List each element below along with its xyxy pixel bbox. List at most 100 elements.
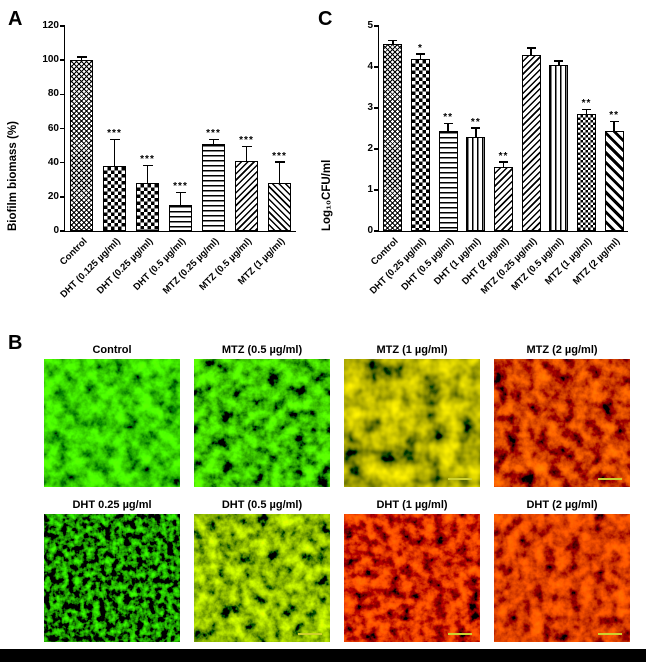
micrograph-label: MTZ (2 µg/ml) — [526, 344, 598, 356]
error-bar-cap — [526, 47, 536, 49]
scale-bar — [598, 478, 622, 480]
y-tick-mark — [60, 230, 65, 232]
scale-bar — [298, 633, 322, 635]
micrograph — [494, 359, 630, 487]
micrograph-tile: DHT (0.5 µg/ml) — [194, 499, 330, 642]
micrograph — [194, 514, 330, 642]
error-bar — [212, 140, 215, 144]
y-tick-mark — [374, 230, 379, 232]
micrograph-tile: DHT (2 µg/ml) — [494, 499, 630, 642]
significance-label: *** — [140, 154, 155, 166]
y-tick-label: 5 — [367, 20, 373, 31]
bar — [268, 183, 291, 231]
scale-bar — [598, 633, 622, 635]
x-axis-label: Control — [57, 236, 90, 268]
error-bar-cap — [76, 56, 87, 58]
y-tick-mark — [374, 25, 379, 27]
y-tick-label: 1 — [367, 184, 373, 195]
error-bar-cap — [142, 164, 153, 167]
micrograph-tile: Control — [44, 344, 180, 487]
micrograph-label: DHT (1 µg/ml) — [376, 499, 448, 511]
bar — [70, 60, 93, 231]
error-bar-cap — [388, 39, 398, 42]
error-bar-cap — [416, 53, 425, 55]
bar — [604, 130, 624, 231]
micrograph-image — [494, 359, 630, 487]
bar — [202, 143, 225, 231]
error-bar — [278, 162, 281, 184]
y-axis-title: Log₁₀CFU/ml — [321, 159, 333, 231]
bar — [521, 54, 541, 231]
error-bar-cap — [274, 161, 285, 163]
micrograph-label: DHT 0.25 µg/ml — [72, 499, 152, 511]
panel-b-letter: B — [8, 332, 23, 354]
error-bar-cap — [554, 60, 564, 62]
micrograph-label: Control — [92, 344, 132, 356]
error-bar-cap — [443, 122, 453, 125]
micrograph-label: DHT (2 µg/ml) — [526, 499, 598, 511]
micrograph-label: DHT (0.5 µg/ml) — [221, 499, 303, 511]
bar — [411, 58, 430, 231]
bar — [136, 183, 159, 231]
micrograph-image — [344, 359, 480, 487]
error-bar — [113, 140, 116, 167]
panel-c-letter: C — [318, 8, 333, 30]
x-axis-label: DHT (0.125 µg/ml) — [57, 236, 123, 301]
error-bar — [530, 48, 532, 55]
significance-label: *** — [107, 128, 122, 140]
micrograph — [44, 359, 180, 487]
significance-label: *** — [173, 181, 188, 193]
bar — [235, 160, 258, 231]
micrograph-image — [44, 359, 180, 487]
y-tick-mark — [374, 66, 379, 68]
y-tick-label: 0 — [53, 225, 59, 236]
error-bar — [585, 110, 588, 115]
error-bar-cap — [471, 127, 481, 129]
micrograph-grid: Control MTZ (0.5 µg/ml) MTZ (1 µg/ml) MTZ (… — [44, 344, 630, 642]
y-tick-mark — [60, 127, 65, 130]
error-bar — [392, 41, 394, 45]
y-tick-mark — [60, 93, 65, 96]
micrograph — [344, 359, 480, 487]
error-bar — [475, 128, 477, 137]
error-bar — [146, 166, 149, 184]
error-bar-cap — [175, 191, 186, 194]
error-bar — [245, 147, 248, 161]
y-tick-mark — [60, 25, 65, 27]
error-bar — [447, 124, 449, 131]
micrograph-label: MTZ (0.5 µg/ml) — [221, 344, 303, 356]
y-tick-mark — [374, 148, 379, 150]
y-tick-mark — [60, 59, 65, 61]
scale-bar — [448, 478, 472, 480]
error-bar — [80, 57, 83, 61]
micrograph-image — [44, 514, 180, 642]
bar — [494, 167, 513, 231]
micrograph-tile: DHT (1 µg/ml) — [344, 499, 480, 642]
y-tick-label: 120 — [42, 20, 59, 31]
micrograph — [344, 514, 480, 642]
micrograph-tile: DHT 0.25 µg/ml — [44, 499, 180, 642]
bar — [103, 166, 126, 231]
micrograph-tile: MTZ (0.5 µg/ml) — [194, 344, 330, 487]
y-tick-label: 4 — [367, 61, 373, 72]
micrograph-image — [194, 359, 330, 487]
error-bar — [613, 122, 615, 131]
error-bar-cap — [208, 138, 219, 141]
cfu-plot-area: Log₁₀CFU/ml 0 1 2 3 4 5 Control * DHT (0.25 µg/ml… — [321, 20, 628, 297]
error-bar-cap — [499, 161, 508, 163]
y-tick-mark — [60, 161, 65, 164]
error-bar-cap — [241, 145, 252, 148]
error-bar-cap — [609, 120, 619, 123]
micrograph — [494, 514, 630, 642]
micrograph-tile: MTZ (2 µg/ml) — [494, 344, 630, 487]
micrograph-tile: MTZ (1 µg/ml) — [344, 344, 480, 487]
scale-bar — [448, 633, 472, 635]
y-tick-label: 20 — [47, 190, 59, 202]
micrograph-image — [344, 514, 480, 642]
significance-label: *** — [206, 128, 221, 140]
error-bar — [558, 61, 560, 65]
micrograph-image — [194, 514, 330, 642]
significance-label: *** — [239, 135, 254, 147]
error-bar — [179, 193, 182, 206]
error-bar — [502, 162, 505, 168]
